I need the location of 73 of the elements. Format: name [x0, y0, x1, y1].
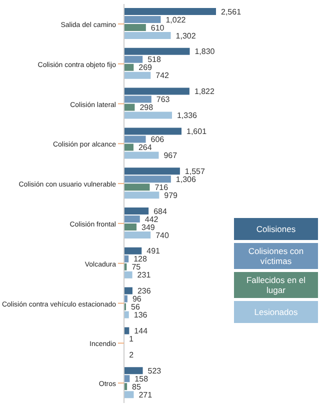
bar: [124, 16, 161, 23]
bar: [124, 72, 151, 79]
text: Colisiones: [256, 224, 296, 234]
data-label: 442: [144, 214, 159, 224]
bar: [124, 64, 134, 71]
bar: [124, 32, 171, 39]
data-label: 2,561: [221, 7, 242, 16]
bar: [124, 104, 135, 111]
data-label: 742: [156, 71, 170, 80]
data-label: 231: [137, 270, 152, 280]
data-label: 523: [148, 366, 162, 376]
data-label: 158: [134, 374, 149, 384]
data-label: 349: [142, 222, 156, 232]
data-label: 606: [150, 135, 165, 144]
data-label: 298: [140, 103, 154, 112]
bar: [124, 96, 152, 103]
bar: [124, 8, 216, 15]
bar: [124, 247, 142, 254]
bar: [124, 176, 171, 183]
bar: [124, 136, 146, 143]
data-label: 75: [132, 262, 142, 272]
bar: [124, 128, 182, 135]
data-label: 1,830: [194, 47, 216, 56]
bar: [124, 144, 134, 151]
data-label: 269: [138, 63, 153, 72]
data-label: 271: [138, 390, 153, 400]
data-label: 144: [134, 326, 148, 336]
data-label: 2: [129, 350, 134, 360]
bar: [124, 223, 137, 230]
data-label: 740: [156, 230, 170, 240]
bar: [124, 311, 129, 318]
data-label: 56: [131, 302, 140, 312]
text: Lesionados: [254, 307, 298, 317]
bar: [124, 56, 143, 63]
bar: [124, 88, 190, 95]
bar: [124, 192, 160, 199]
data-label: 1,822: [194, 87, 216, 96]
bar: [124, 168, 180, 175]
data-label: 1,022: [166, 15, 186, 24]
bar: [124, 112, 172, 119]
bar: [124, 48, 190, 55]
data-label: 491: [146, 246, 161, 256]
data-label: 96: [132, 294, 142, 304]
data-label: 85: [132, 382, 142, 392]
bar: [124, 367, 143, 374]
data-label: 716: [154, 182, 169, 192]
data-label: 136: [134, 310, 148, 320]
data-label: 967: [164, 151, 178, 160]
bar: [124, 271, 132, 278]
bar: [124, 215, 140, 222]
data-label: 684: [154, 206, 168, 216]
data-label: 236: [137, 286, 152, 296]
data-label: 128: [134, 254, 148, 264]
bar: [124, 184, 150, 191]
data-label: 1,306: [176, 174, 196, 184]
data-label: 763: [156, 95, 170, 104]
text: Colisiones con víctimas: [236, 246, 316, 266]
data-label: 1,336: [176, 111, 198, 120]
bar: [124, 231, 151, 238]
data-label: 1,302: [176, 31, 196, 40]
bar: [124, 207, 149, 214]
bar: [124, 152, 159, 159]
data-label: 1,557: [184, 166, 206, 176]
bar: [124, 24, 146, 31]
data-label: 264: [138, 143, 152, 152]
data-label: 1,601: [186, 127, 208, 136]
data-label: 979: [164, 190, 178, 200]
data-label: 1: [129, 334, 134, 344]
bar: [124, 287, 132, 294]
data-label: 610: [150, 23, 165, 32]
data-label: 518: [148, 55, 162, 64]
text: Fallecidos en el lugar: [236, 275, 316, 295]
bar: [124, 391, 134, 398]
